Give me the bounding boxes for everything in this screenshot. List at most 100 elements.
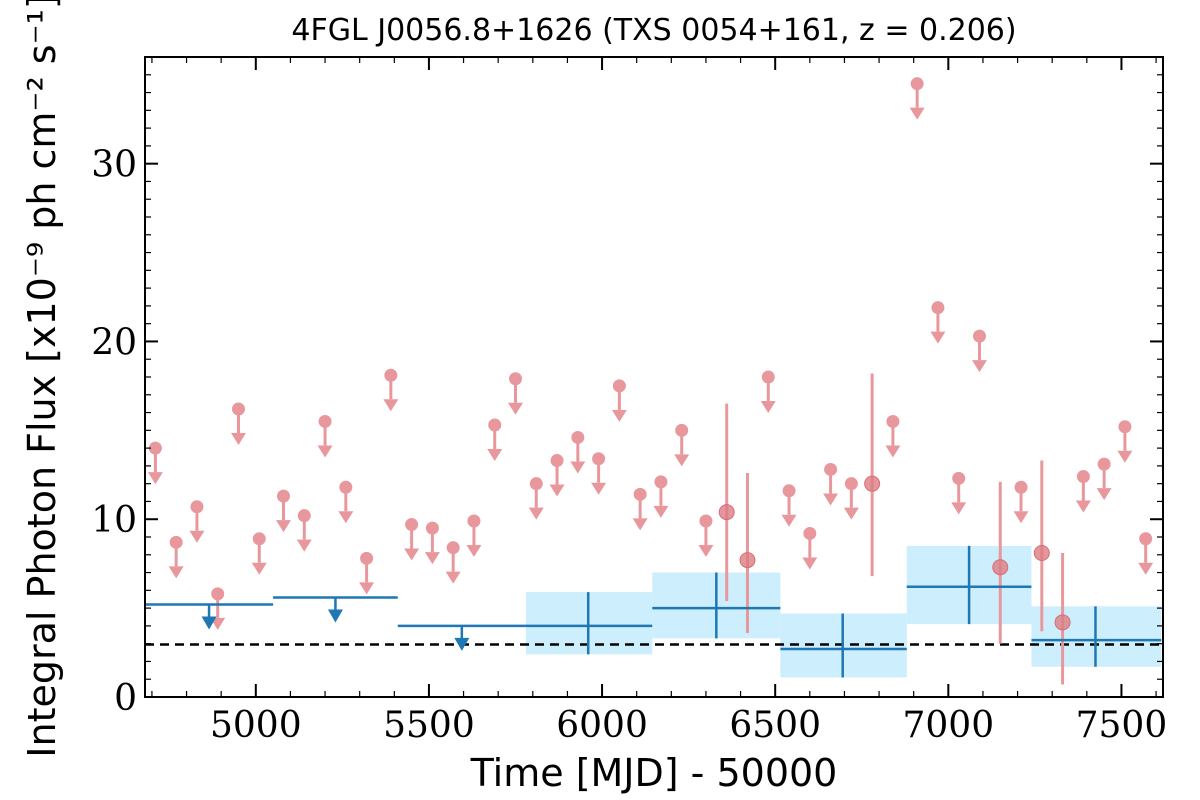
fine-upper-limit-arrow [466, 545, 482, 557]
fine-upper-limit-arrow [507, 402, 523, 415]
fine-upper-limit-point [1076, 470, 1090, 484]
fine-upper-limit-arrow [611, 409, 627, 422]
fine-upper-limit-arrow [317, 445, 333, 458]
fine-upper-limit-arrow [1117, 450, 1133, 463]
fine-upper-limit-point [699, 514, 713, 528]
fine-detection-point [864, 475, 881, 492]
fine-detection-point [992, 559, 1009, 576]
fine-upper-limit-point [277, 489, 291, 503]
fine-upper-limit-arrow [951, 502, 967, 515]
fine-upper-limit-point [1139, 532, 1153, 546]
fine-upper-limit-arrow [570, 461, 586, 474]
fine-upper-limit-arrow [1138, 562, 1154, 575]
fine-detection-point [1054, 614, 1071, 631]
fine-upper-limit-point [886, 414, 900, 428]
fine-upper-limit-point [1118, 420, 1132, 434]
fine-upper-limit-point [211, 587, 225, 601]
fine-upper-limit-point [339, 480, 353, 494]
fine-upper-limit-arrow [251, 562, 267, 575]
fine-upper-limit-point [405, 518, 419, 532]
fine-upper-limit-arrow [230, 433, 246, 445]
fine-upper-limit-arrow [843, 507, 859, 520]
plot-content [145, 77, 1163, 685]
fine-upper-limit-arrow [189, 530, 205, 543]
x-tick-label: 7500 [1076, 705, 1168, 746]
fine-upper-limit-arrow [338, 511, 354, 524]
fine-upper-limit-arrow [591, 482, 607, 495]
fine-detection-point [718, 504, 735, 521]
fine-upper-limit-arrow [632, 518, 648, 531]
fine-upper-limit-point [508, 372, 522, 386]
fine-upper-limit-point [425, 521, 439, 535]
fine-upper-limit-arrow [909, 107, 925, 120]
fine-upper-limit-point [571, 430, 585, 444]
fine-detection-point [739, 552, 756, 569]
fine-upper-limit-arrow [276, 520, 292, 533]
fine-upper-limit-arrow [698, 545, 714, 557]
fine-upper-limit-arrow [781, 514, 797, 527]
fine-upper-limit-arrow [1075, 500, 1091, 513]
coarse-upper-limit-arrow [454, 637, 470, 651]
x-tick-label: 7000 [903, 705, 995, 746]
fine-upper-limit-point [824, 462, 838, 476]
fine-upper-limit-point [1097, 457, 1111, 471]
fine-upper-limit-point [633, 487, 647, 501]
fine-upper-limit-arrow [383, 399, 399, 412]
fine-upper-limit-point [169, 535, 183, 549]
y-tick-label: 30 [91, 145, 137, 186]
y-axis-label: Integral Photon Flux [x10⁻⁹ ph cm⁻² s⁻¹] [20, 0, 64, 758]
fine-upper-limit-arrow [885, 445, 901, 458]
fine-detection-point [1033, 545, 1050, 561]
fine-upper-limit-point [803, 526, 817, 540]
fine-upper-limit-point [654, 475, 668, 489]
fine-upper-limit-arrow [296, 539, 312, 552]
fine-upper-limit-point [550, 454, 564, 468]
fine-upper-limit-point [952, 471, 966, 485]
fine-upper-limit-arrow [1096, 488, 1112, 501]
fine-upper-limit-arrow [971, 360, 987, 373]
fine-upper-limit-point [761, 370, 775, 384]
x-tick-label: 6500 [729, 705, 821, 746]
fine-upper-limit-arrow [359, 582, 375, 595]
fine-upper-limit-point [231, 402, 245, 416]
fine-upper-limit-arrow [424, 552, 440, 565]
fine-upper-limit-point [297, 509, 311, 523]
fine-upper-limit-arrow [823, 493, 839, 506]
y-tick-label: 10 [91, 500, 137, 541]
fine-upper-limit-arrow [1013, 511, 1029, 524]
fine-upper-limit-point [148, 441, 162, 455]
coarse-upper-limit-arrow [201, 616, 217, 630]
fine-upper-limit-arrow [674, 454, 690, 467]
chart-title: 4FGL J0056.8+1626 (TXS 0054+161, z = 0.2… [291, 13, 1016, 48]
x-tick-label: 6000 [556, 705, 648, 746]
fine-upper-limit-point [318, 414, 332, 428]
y-tick-label: 0 [114, 678, 137, 719]
fine-upper-limit-point [190, 500, 204, 514]
fine-upper-limit-arrow [549, 484, 565, 497]
fine-upper-limit-point [910, 77, 924, 91]
fine-upper-limit-arrow [404, 548, 420, 561]
fine-upper-limit-point [488, 418, 502, 432]
plot-area: 5000 5500 6000 6500 7000 7500 0 10 20 30 [91, 56, 1168, 746]
fine-upper-limit-arrow [760, 401, 776, 413]
x-axis-label: Time [MJD] - 50000 [470, 751, 838, 795]
fine-upper-limit-point [931, 301, 945, 315]
fine-upper-limit-point [592, 452, 606, 466]
fine-upper-limit-point [467, 514, 481, 528]
coarse-upper-limit-arrow [327, 609, 343, 623]
fine-upper-limit-arrow [528, 507, 544, 520]
fine-upper-limit-point [675, 423, 689, 437]
fine-upper-limit-point [446, 541, 460, 555]
fine-upper-limit-arrow [653, 505, 669, 518]
fine-upper-limit-point [252, 532, 266, 546]
fine-upper-limit-point [529, 477, 543, 491]
fine-upper-limit-point [782, 484, 796, 498]
x-tick-label: 5000 [210, 705, 302, 746]
fine-upper-limit-point [844, 477, 858, 491]
fine-upper-limit-arrow [930, 331, 946, 344]
fine-upper-limit-arrow [168, 566, 184, 579]
fine-upper-limit-point [972, 329, 986, 343]
fine-upper-limit-point [1014, 480, 1028, 494]
fine-upper-limit-arrow [445, 571, 461, 584]
